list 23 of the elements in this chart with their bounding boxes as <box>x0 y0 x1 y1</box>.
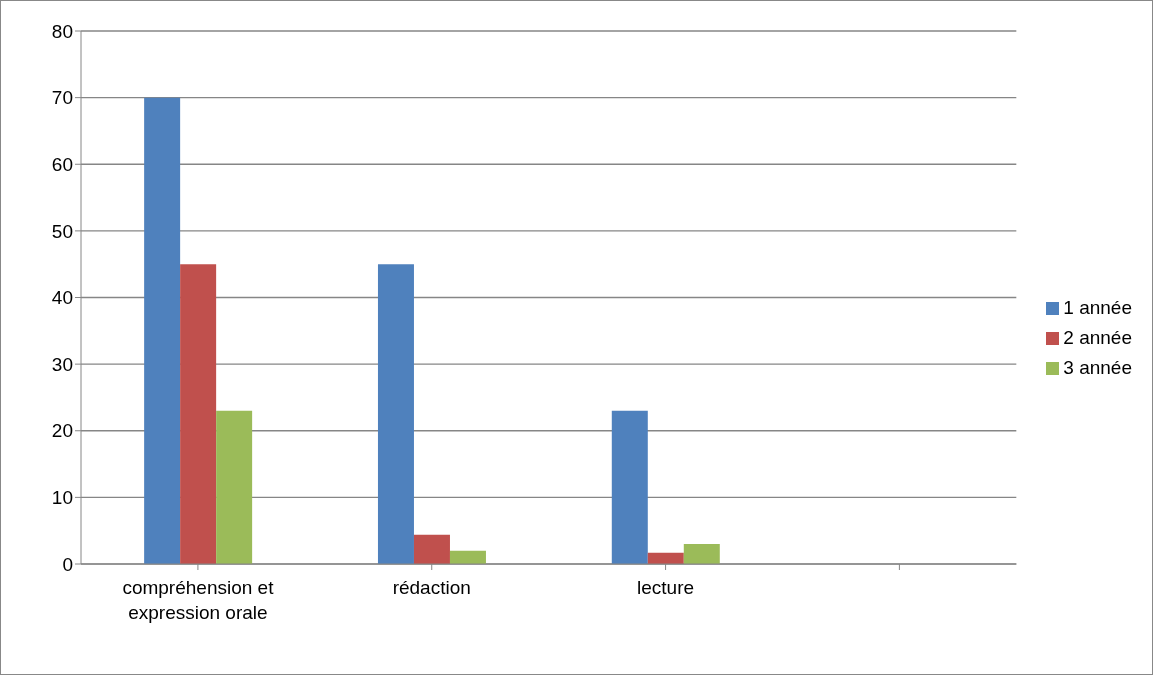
bar <box>611 410 648 564</box>
y-tick-label: 50 <box>51 220 73 242</box>
y-tick-label: 70 <box>51 87 73 109</box>
y-tick-label: 80 <box>51 20 73 42</box>
bar <box>377 264 414 564</box>
legend-label: 2 année <box>1063 326 1132 348</box>
bar <box>144 97 181 564</box>
y-tick-label: 0 <box>62 553 73 575</box>
bar <box>180 264 217 564</box>
bar <box>449 550 486 564</box>
y-tick-label: 30 <box>51 353 73 375</box>
y-tick-label: 40 <box>51 287 73 309</box>
y-tick-label: 60 <box>51 153 73 175</box>
bar <box>683 544 720 564</box>
x-tick-label: rédaction <box>392 577 471 598</box>
bar <box>413 534 450 564</box>
y-tick-label: 10 <box>51 487 73 509</box>
legend-label: 3 année <box>1063 356 1132 378</box>
bar <box>216 410 253 564</box>
y-tick-label: 20 <box>51 420 73 442</box>
x-tick-label: lecture <box>637 577 695 598</box>
legend-label: 1 année <box>1063 296 1132 318</box>
x-tick-label: compréhension et expression orale <box>122 577 275 623</box>
